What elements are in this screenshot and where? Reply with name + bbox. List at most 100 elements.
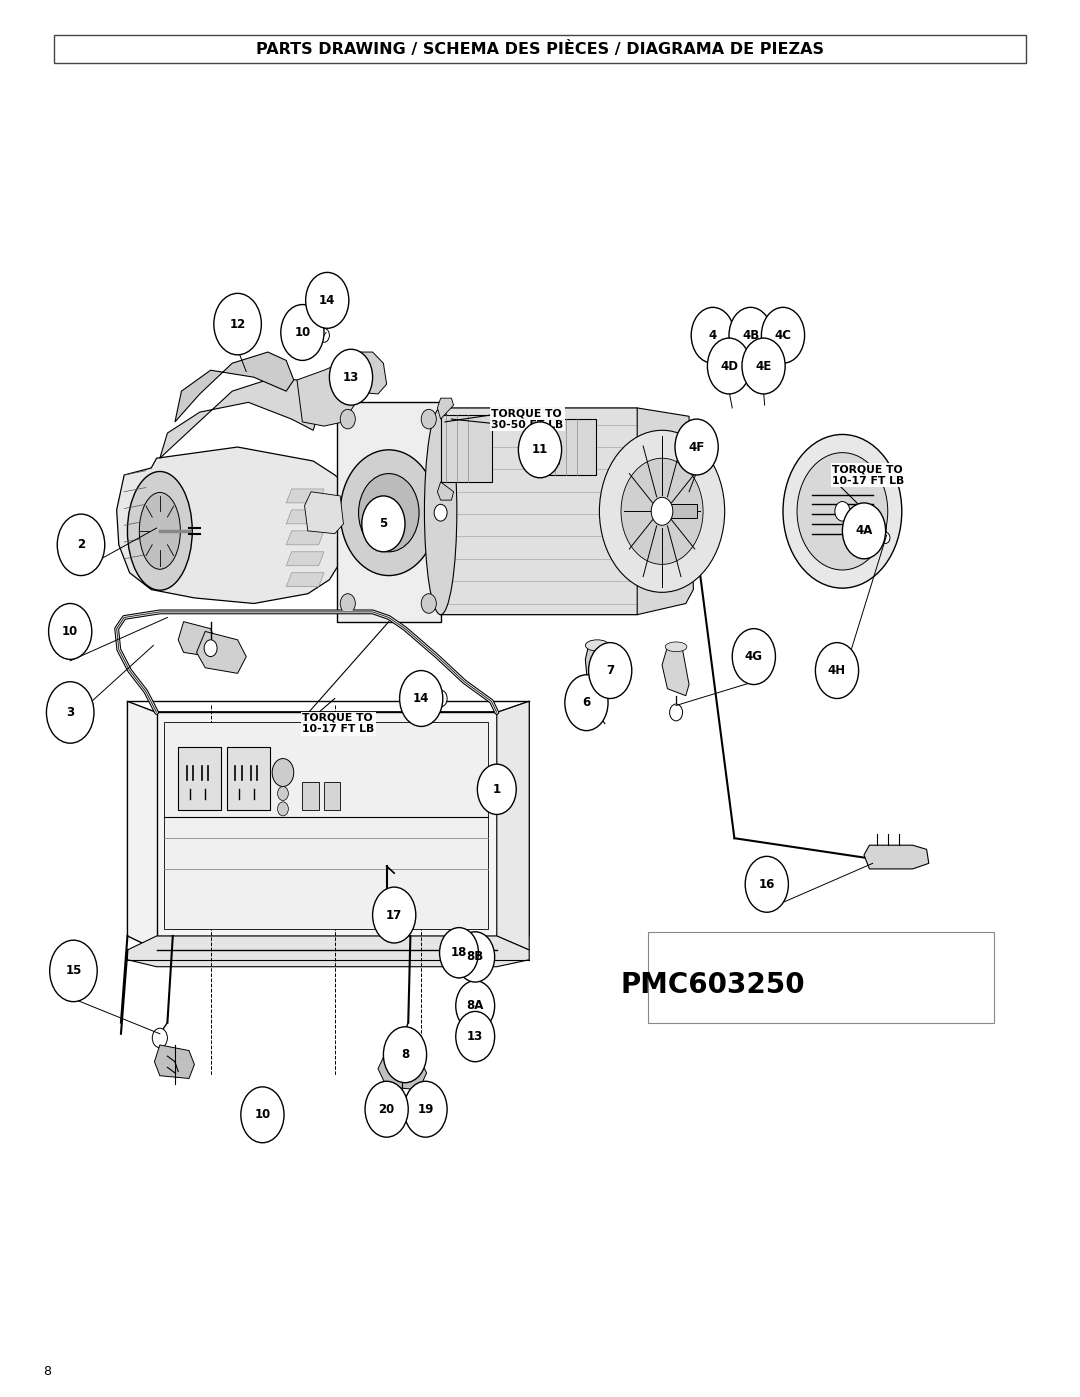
Circle shape <box>46 682 94 743</box>
Bar <box>54 35 1026 63</box>
Circle shape <box>815 643 859 698</box>
Circle shape <box>440 928 478 978</box>
Polygon shape <box>160 377 319 458</box>
Circle shape <box>691 307 734 363</box>
Polygon shape <box>178 622 216 657</box>
Text: 10: 10 <box>294 326 311 339</box>
Polygon shape <box>297 363 356 426</box>
Polygon shape <box>286 489 324 503</box>
Polygon shape <box>305 492 343 534</box>
Ellipse shape <box>127 472 192 591</box>
Circle shape <box>404 1081 447 1137</box>
Text: TORQUE TO
30-50 FT LB: TORQUE TO 30-50 FT LB <box>491 408 564 430</box>
Circle shape <box>797 453 888 570</box>
Circle shape <box>241 1087 284 1143</box>
Circle shape <box>707 338 751 394</box>
Ellipse shape <box>424 408 457 615</box>
Polygon shape <box>864 845 929 869</box>
Text: PARTS DRAWING / SCHEMA DES PIÈCES / DIAGRAMA DE PIEZAS: PARTS DRAWING / SCHEMA DES PIÈCES / DIAG… <box>256 41 824 57</box>
Circle shape <box>565 675 608 731</box>
Text: 2: 2 <box>77 538 85 552</box>
Text: 8: 8 <box>401 1048 409 1062</box>
Text: 13: 13 <box>342 370 360 384</box>
Circle shape <box>57 514 105 576</box>
Circle shape <box>306 272 349 328</box>
Ellipse shape <box>139 493 180 570</box>
Text: 8A: 8A <box>467 999 484 1013</box>
Polygon shape <box>127 936 529 967</box>
Bar <box>302 782 319 810</box>
Text: 4H: 4H <box>828 664 846 678</box>
Circle shape <box>732 629 775 685</box>
Polygon shape <box>497 701 529 950</box>
Polygon shape <box>286 510 324 524</box>
Polygon shape <box>157 712 497 936</box>
Circle shape <box>456 1011 495 1062</box>
Polygon shape <box>286 552 324 566</box>
Bar <box>324 782 340 810</box>
Text: 8: 8 <box>43 1365 51 1379</box>
Circle shape <box>456 981 495 1031</box>
Text: 14: 14 <box>319 293 336 307</box>
Polygon shape <box>127 701 529 950</box>
Polygon shape <box>437 482 454 500</box>
Circle shape <box>621 458 703 564</box>
Polygon shape <box>437 398 454 419</box>
Text: 16: 16 <box>758 877 775 891</box>
Polygon shape <box>585 645 610 701</box>
Text: 4A: 4A <box>855 524 873 538</box>
Circle shape <box>50 940 97 1002</box>
Polygon shape <box>378 1051 427 1090</box>
Polygon shape <box>175 352 294 422</box>
Polygon shape <box>286 531 324 545</box>
Text: 19: 19 <box>417 1102 434 1116</box>
Text: 4E: 4E <box>755 359 772 373</box>
Circle shape <box>589 643 632 698</box>
Bar <box>540 419 596 475</box>
Bar <box>227 747 270 810</box>
Text: 7: 7 <box>606 664 615 678</box>
Polygon shape <box>637 408 693 615</box>
Circle shape <box>373 887 416 943</box>
Text: 13: 13 <box>467 1030 484 1044</box>
Text: 17: 17 <box>386 908 403 922</box>
Circle shape <box>340 450 437 576</box>
Circle shape <box>278 787 288 800</box>
Polygon shape <box>154 1045 194 1078</box>
Polygon shape <box>197 631 246 673</box>
Polygon shape <box>337 402 441 622</box>
Text: TORQUE TO
10-17 FT LB: TORQUE TO 10-17 FT LB <box>832 464 904 486</box>
Circle shape <box>729 307 772 363</box>
Bar <box>441 415 492 482</box>
Polygon shape <box>667 504 697 518</box>
Circle shape <box>359 474 419 552</box>
Bar <box>178 747 221 810</box>
Circle shape <box>400 671 443 726</box>
Ellipse shape <box>665 643 687 651</box>
Circle shape <box>842 503 886 559</box>
Text: 20: 20 <box>378 1102 395 1116</box>
Text: 10: 10 <box>62 624 79 638</box>
Text: 11: 11 <box>531 443 549 457</box>
Text: 6: 6 <box>582 696 591 710</box>
Circle shape <box>456 932 495 982</box>
Text: 18: 18 <box>450 946 468 960</box>
Circle shape <box>204 640 217 657</box>
Circle shape <box>365 1081 408 1137</box>
Ellipse shape <box>585 640 609 651</box>
Circle shape <box>651 497 673 525</box>
Circle shape <box>383 1027 427 1083</box>
Circle shape <box>599 430 725 592</box>
Circle shape <box>518 422 562 478</box>
Bar <box>164 722 488 929</box>
Circle shape <box>329 349 373 405</box>
Text: PMC603250: PMC603250 <box>621 971 805 999</box>
Circle shape <box>340 409 355 429</box>
Text: 15: 15 <box>65 964 82 978</box>
Text: TORQUE TO
10-17 FT LB: TORQUE TO 10-17 FT LB <box>302 712 375 735</box>
Circle shape <box>421 594 436 613</box>
Polygon shape <box>117 447 356 604</box>
Circle shape <box>477 764 516 814</box>
Polygon shape <box>314 289 339 307</box>
Text: 14: 14 <box>413 692 430 705</box>
